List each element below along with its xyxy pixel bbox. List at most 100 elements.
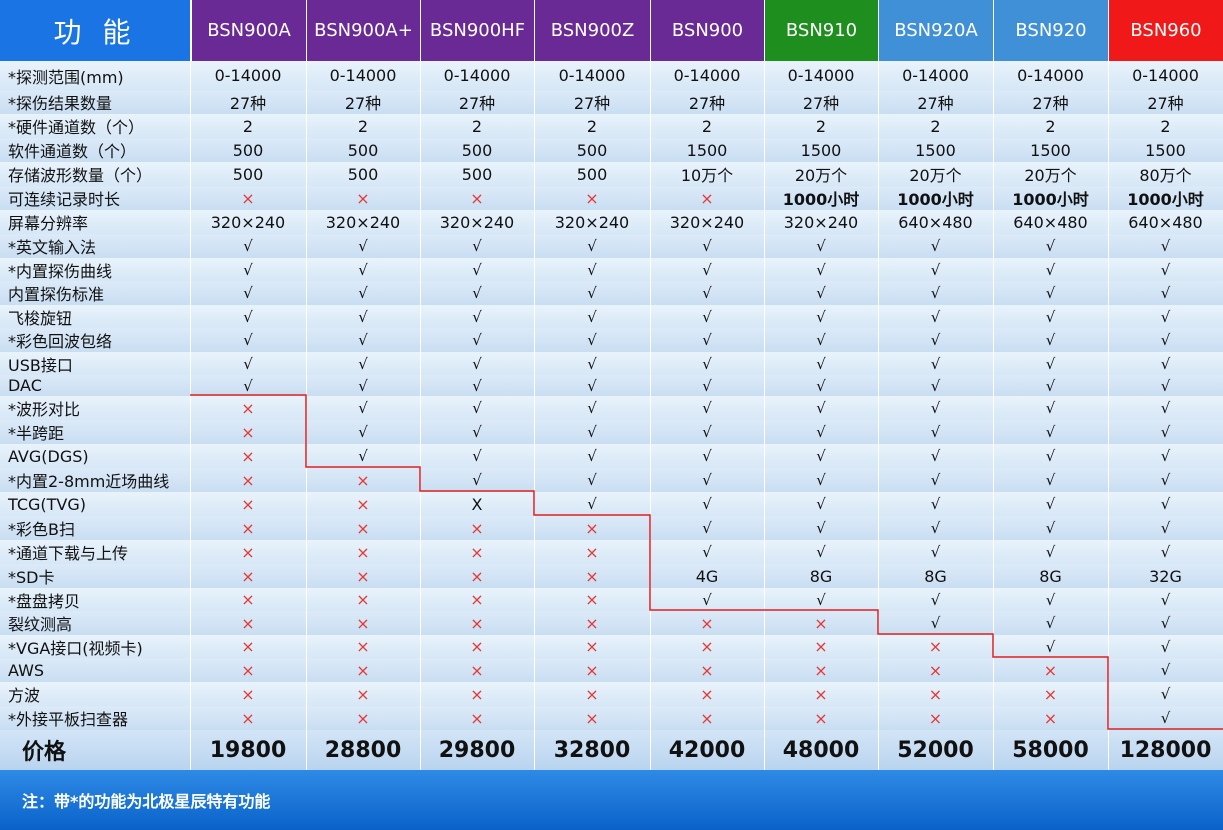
cross-mark: × bbox=[814, 660, 828, 680]
table-cell: 500 bbox=[461, 140, 493, 160]
table-cell: 0-14000 bbox=[329, 66, 397, 85]
table-cell: 2 bbox=[930, 116, 941, 136]
table-cell: 640×480 bbox=[1013, 212, 1088, 232]
cross-mark: × bbox=[356, 590, 370, 609]
table-row: *盘盘拷贝 × × × × √ √ √ √ √ bbox=[0, 588, 1223, 611]
table-row: *VGA接口(视频卡) × × × × × × × √ √ bbox=[0, 635, 1223, 658]
table-cell: 1500 bbox=[915, 140, 956, 160]
column-divider bbox=[878, 61, 879, 770]
table-cell: 500 bbox=[576, 164, 608, 184]
cross-mark: × bbox=[356, 470, 370, 490]
cross-mark: × bbox=[356, 708, 370, 728]
check-mark: √ bbox=[472, 354, 482, 373]
check-mark: √ bbox=[930, 543, 941, 561]
cross-mark: × bbox=[470, 708, 484, 728]
check-mark: √ bbox=[1160, 519, 1171, 537]
check-mark: √ bbox=[930, 260, 941, 279]
cross-mark: × bbox=[241, 613, 255, 633]
check-mark: √ bbox=[816, 376, 826, 395]
row-label: *通道下载与上传 bbox=[8, 544, 129, 563]
table-cell: 8G bbox=[924, 566, 947, 586]
cross-mark: × bbox=[700, 613, 714, 633]
table-cell: 500 bbox=[232, 140, 264, 160]
table-cell: 8G bbox=[1039, 566, 1062, 586]
table-cell: 640×480 bbox=[1128, 212, 1203, 232]
check-mark: √ bbox=[930, 495, 941, 513]
cross-mark: × bbox=[585, 188, 599, 208]
check-mark: √ bbox=[1045, 423, 1056, 441]
price-value: 19800 bbox=[209, 737, 287, 763]
table-cell: 2 bbox=[471, 116, 483, 136]
table-cell: 320×240 bbox=[325, 212, 401, 232]
check-mark: √ bbox=[1045, 637, 1056, 656]
row-label: 裂纹测高 bbox=[8, 615, 73, 634]
table-cell: 2 bbox=[586, 116, 598, 136]
cross-mark: × bbox=[356, 684, 370, 704]
cross-mark: × bbox=[241, 684, 255, 704]
check-mark: √ bbox=[243, 376, 253, 395]
check-mark: √ bbox=[816, 447, 826, 465]
check-mark: √ bbox=[587, 307, 597, 326]
row-label: *VGA接口(视频卡) bbox=[8, 638, 143, 658]
check-mark: √ bbox=[243, 354, 253, 373]
table-cell: 500 bbox=[347, 164, 379, 184]
row-label: 可连续记录时长 bbox=[8, 190, 121, 209]
check-mark: √ bbox=[816, 495, 826, 513]
row-label: *彩色回波包络 bbox=[8, 332, 113, 351]
cross-mark: × bbox=[241, 566, 255, 586]
table-cell: 640×480 bbox=[898, 212, 973, 232]
price-value: 52000 bbox=[897, 737, 974, 763]
check-mark: √ bbox=[702, 471, 712, 489]
check-mark: √ bbox=[1160, 471, 1171, 489]
cross-mark: × bbox=[241, 494, 255, 514]
price-value: 28800 bbox=[324, 737, 402, 763]
cross-mark: × bbox=[356, 518, 370, 538]
check-mark: √ bbox=[1045, 307, 1056, 326]
column-divider bbox=[764, 61, 765, 770]
check-mark: √ bbox=[816, 307, 826, 326]
table-cell: 27种 bbox=[802, 94, 840, 113]
check-mark: √ bbox=[1045, 331, 1056, 349]
table-cell: 10万个 bbox=[680, 166, 734, 185]
check-mark: √ bbox=[472, 284, 482, 302]
check-mark: √ bbox=[702, 331, 712, 349]
check-mark: √ bbox=[243, 307, 253, 326]
price-row: 价格 19800 28800 29800 32800 42000 48000 52000 580… bbox=[0, 730, 1223, 770]
table-cell: 0-14000 bbox=[787, 66, 855, 85]
row-label: 屏幕分辨率 bbox=[8, 214, 89, 233]
check-mark: √ bbox=[358, 237, 368, 255]
check-mark: √ bbox=[587, 423, 597, 441]
check-mark: √ bbox=[1045, 590, 1056, 609]
check-mark: √ bbox=[816, 519, 826, 537]
table-cell: 320×240 bbox=[783, 212, 859, 232]
table-cell: 1500 bbox=[800, 140, 842, 160]
table-cell: 500 bbox=[232, 164, 264, 184]
table-row: *外接平板扫查器 × × × × × × × × √ bbox=[0, 706, 1223, 730]
row-label: *半跨距 bbox=[8, 424, 65, 443]
check-mark: √ bbox=[1160, 376, 1171, 395]
table-row: 屏幕分辨率 320×240 320×240 320×240 320×240 320×240… bbox=[0, 210, 1223, 234]
cross-mark: × bbox=[470, 566, 484, 586]
price-value: 128000 bbox=[1119, 737, 1212, 763]
check-mark: √ bbox=[1045, 447, 1056, 465]
check-mark: √ bbox=[1045, 260, 1056, 279]
row-label: AWS bbox=[8, 660, 45, 680]
cross-mark: × bbox=[928, 660, 943, 680]
table-row: *内置2-8mm近场曲线 × × √ √ √ √ √ √ √ bbox=[0, 468, 1223, 492]
table-cell: 1000小时 bbox=[1127, 190, 1204, 209]
check-mark: √ bbox=[702, 495, 712, 513]
check-mark: √ bbox=[1160, 543, 1171, 561]
price-value: 32800 bbox=[553, 737, 631, 763]
check-mark: √ bbox=[930, 284, 941, 302]
row-label: *英文输入法 bbox=[8, 238, 97, 257]
check-mark: √ bbox=[930, 423, 941, 441]
cross-mark: × bbox=[1043, 660, 1058, 680]
check-mark: √ bbox=[930, 376, 941, 395]
row-label: *盘盘拷贝 bbox=[8, 591, 81, 611]
cross-mark: × bbox=[241, 590, 255, 609]
cross-mark: × bbox=[241, 188, 255, 208]
check-mark: √ bbox=[930, 307, 941, 326]
check-mark: √ bbox=[930, 331, 941, 349]
cross-mark: × bbox=[814, 637, 828, 656]
cross-mark: × bbox=[470, 637, 484, 656]
